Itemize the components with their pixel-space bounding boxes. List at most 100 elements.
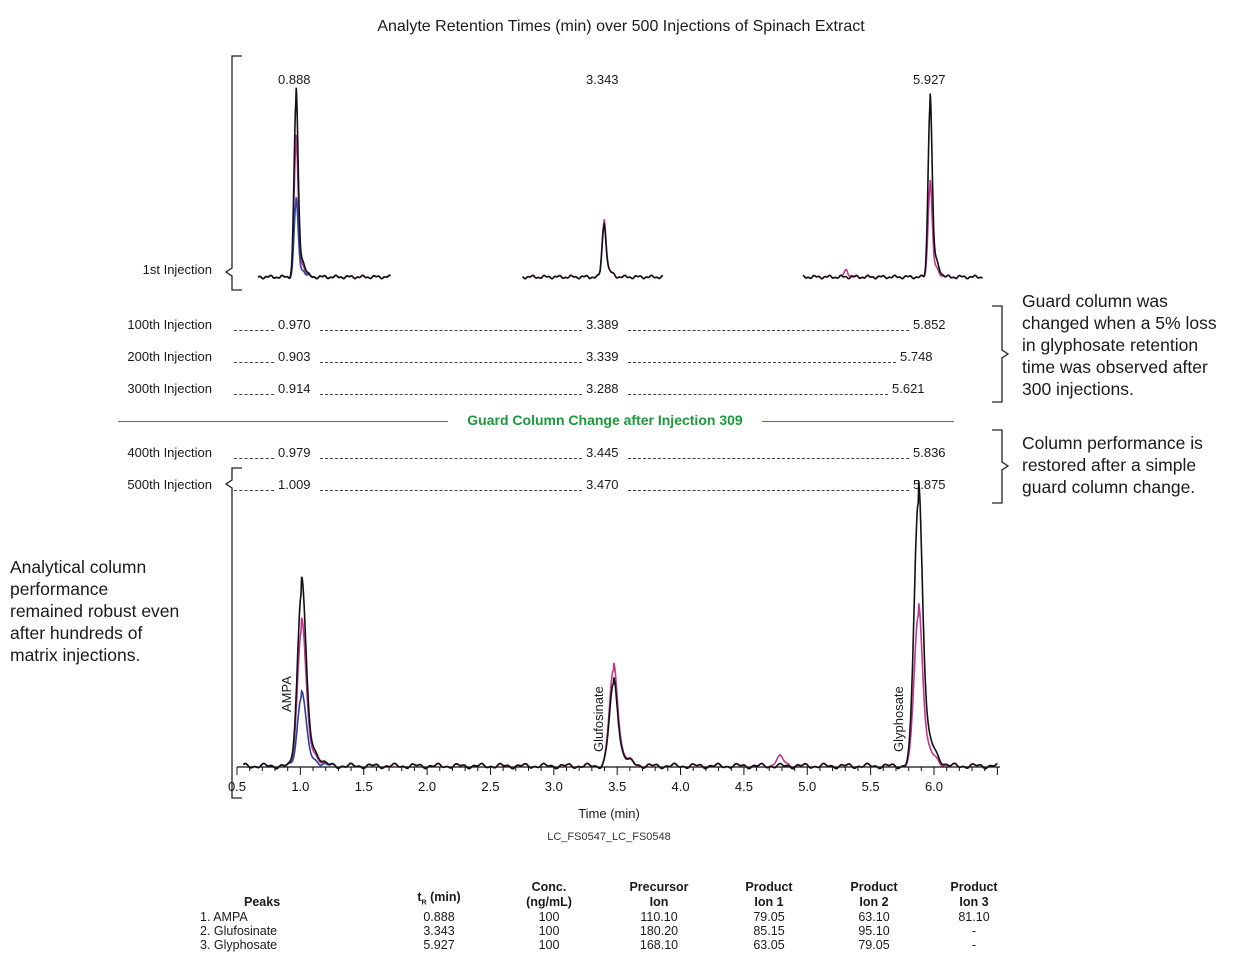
table-cell: 5.927 [423, 938, 455, 952]
note-restored: Column performance is restored after a s… [1022, 433, 1203, 497]
peak-label-ampa: AMPA [279, 676, 294, 712]
series-line-magenta [802, 179, 983, 280]
retention-time-value: 0.979 [278, 445, 311, 460]
peak-label-glufosinate: Glufosinate [591, 686, 606, 752]
top-left-brace [224, 55, 242, 291]
table-cell: 1. AMPA [200, 910, 248, 924]
retention-time-value: 0.970 [278, 317, 311, 332]
x-tick-label: 0.5 [228, 779, 246, 794]
dashed-leader [234, 490, 274, 491]
x-tick-label: 1.5 [355, 779, 373, 794]
injection-row-label: 500th Injection [127, 477, 212, 492]
dashed-leader [320, 394, 582, 395]
table-header: Conc. (ng/mL) [526, 880, 572, 909]
x-tick-label: 4.5 [735, 779, 753, 794]
dashed-leader [628, 362, 896, 363]
injection-row-label: 200th Injection [127, 349, 212, 364]
injection-row-label: 100th Injection [127, 317, 212, 332]
table-cell: 79.05 [858, 938, 890, 952]
retention-time-value: 3.470 [586, 477, 619, 492]
retention-time-value: 3.288 [586, 381, 619, 396]
series-line-magenta [522, 219, 663, 280]
retention-time-value: 5.748 [900, 349, 933, 364]
peak-label-glyphosate: Glyphosate [891, 686, 906, 752]
dashed-leader [628, 458, 909, 459]
table-cell: 110.10 [640, 910, 678, 924]
table-header: tR (min) [417, 889, 461, 907]
first-injection-label: 1st Injection [142, 262, 212, 277]
series-line-magenta [257, 134, 392, 280]
file-code: LC_FS0547_LC_FS0548 [547, 831, 671, 843]
table-cell: 0.888 [423, 910, 455, 924]
top-peak-label-glufosinate: 3.343 [586, 72, 619, 87]
series-line-black [257, 87, 392, 280]
table-header: Product Ion 1 [745, 880, 793, 909]
table-header: Product Ion 2 [850, 880, 898, 909]
dashed-leader [320, 458, 582, 459]
table-cell: - [971, 924, 977, 938]
retention-time-value: 3.339 [586, 349, 619, 364]
x-axis-label: Time (min) [578, 806, 640, 821]
x-axis: 0.5 1.0 1.5 2.0 2.5 3.0 3.5 4.0 4.5 5.0 5.5 6.0 [228, 766, 1000, 794]
x-tick-label: 3.0 [545, 779, 563, 794]
series-line-black [242, 481, 998, 770]
table-cell: 81.10 [958, 910, 990, 924]
note-guard: Guard column was changed when a 5% loss … [1022, 291, 1217, 399]
retention-time-value: 1.009 [278, 477, 311, 492]
dashed-leader [234, 394, 274, 395]
table-row: 2. Glufosinate 3.343 100 180.20 85.15 95.10 - [200, 924, 1024, 938]
table-row: 3. Glyphosate 5.927 100 168.10 63.05 79.05 - [200, 938, 1024, 952]
table-cell: - [971, 938, 977, 952]
table-cell: 180.20 [639, 924, 679, 938]
injection-row-label: 300th Injection [127, 381, 212, 396]
retention-time-value: 0.914 [278, 381, 311, 396]
table-header: Peaks [244, 895, 281, 909]
table-cell: 3. Glyphosate [200, 938, 278, 952]
guard-line-left [118, 421, 448, 422]
retention-time-value: 5.621 [892, 381, 925, 396]
table-cell: 85.15 [753, 924, 785, 938]
top-peak-label-glyphosate: 5.927 [913, 72, 946, 87]
table-cell: 63.10 [858, 910, 890, 924]
dashed-leader [320, 362, 582, 363]
injection-row-label: 400th Injection [127, 445, 212, 460]
retention-time-value: 3.445 [586, 445, 619, 460]
table-row: 1. AMPA 0.888 100 110.10 79.05 63.10 81.10 [200, 910, 1024, 924]
retention-time-value: 5.875 [913, 477, 946, 492]
table-cell: 3.343 [423, 924, 455, 938]
table-cell: 63.05 [753, 938, 785, 952]
retention-time-value: 0.903 [278, 349, 311, 364]
table-cell: 100 [538, 924, 560, 938]
x-tick-label: 2.5 [481, 779, 499, 794]
dashed-leader [628, 490, 909, 491]
table-cell: 2. Glufosinate [200, 924, 278, 938]
x-tick-label: 4.0 [672, 779, 690, 794]
top-peak-label-ampa: 0.888 [278, 72, 311, 87]
x-tick-label: 1.0 [291, 779, 309, 794]
peaks-table: Peaks tR (min) Conc. (ng/mL) Precursor Ion… [200, 880, 1024, 952]
dashed-leader [320, 490, 582, 491]
table-header: Product Ion 3 [950, 880, 998, 909]
table-header: Precursor Ion [629, 880, 689, 909]
table-cell: 95.10 [858, 924, 890, 938]
table-cell: 100 [538, 938, 560, 952]
retention-time-value: 5.836 [913, 445, 946, 460]
x-tick-label: 5.0 [798, 779, 816, 794]
x-tick-label: 3.5 [608, 779, 626, 794]
chart-title: Analyte Retention Times (min) over 500 I… [377, 18, 865, 35]
bottom-left-brace [224, 467, 242, 799]
note-analytical: Analytical column performance remained r… [10, 557, 180, 665]
dashed-leader [320, 330, 582, 331]
x-tick-label: 2.0 [418, 779, 436, 794]
guard-brace [992, 305, 1010, 403]
table-cell: 168.10 [639, 938, 679, 952]
dashed-leader [628, 394, 888, 395]
bottom-chromatogram [242, 481, 998, 770]
series-line-black [522, 222, 663, 280]
dashed-leader [234, 458, 274, 459]
dashed-leader [234, 362, 274, 363]
retention-time-value: 3.389 [586, 317, 619, 332]
table-cell: 100 [538, 910, 560, 924]
x-tick-label: 5.5 [862, 779, 880, 794]
